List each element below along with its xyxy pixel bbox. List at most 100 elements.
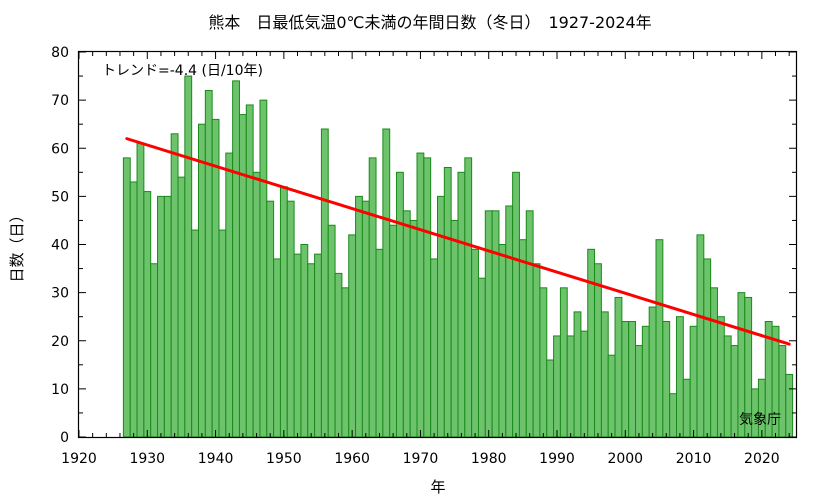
bar-1933: [163, 195, 172, 438]
bar-1995: [587, 248, 596, 438]
bar-1958: [334, 272, 343, 438]
bar-1962: [361, 200, 370, 438]
bar-1950: [279, 186, 288, 438]
bar-1947: [259, 99, 268, 438]
bar-1928: [129, 181, 138, 438]
x-tick-label-1970: 1970: [403, 451, 439, 467]
bar-1964: [375, 248, 384, 438]
bar-1943: [232, 80, 240, 438]
y-tick-label-70: 70: [51, 93, 69, 109]
trend-annotation: トレンド=-4.4 (日/10年): [102, 63, 263, 79]
bar-1982: [498, 244, 507, 438]
bar-1965: [382, 128, 391, 438]
bar-2000: [621, 321, 630, 438]
bar-1984: [512, 171, 520, 438]
x-tick-label-1930: 1930: [129, 451, 165, 467]
bar-1979: [477, 277, 486, 438]
bar-1945: [245, 104, 254, 438]
bar-1941: [218, 229, 227, 438]
bar-1949: [273, 258, 281, 438]
bar-1944: [238, 114, 247, 438]
x-axis: 1920 1930 1940 1950 1960 1970 1980 1990 2000 2010…: [61, 52, 790, 467]
y-tick-label-10: 10: [51, 382, 69, 398]
bar-1976: [457, 171, 466, 438]
bar-1961: [355, 195, 363, 438]
bar-1990: [553, 335, 561, 438]
bar-2024: [785, 373, 794, 438]
y-axis-title: 日数（日）: [8, 207, 26, 282]
bar-1953: [300, 244, 309, 438]
bar-1957: [327, 224, 336, 438]
x-tick-label-1990: 1990: [539, 451, 575, 467]
bar-1937: [191, 229, 199, 438]
bar-2009: [682, 378, 691, 438]
bar-1942: [225, 152, 234, 438]
bar-2002: [635, 345, 643, 438]
bar-2003: [641, 325, 650, 438]
bar-1960: [348, 234, 357, 438]
y-tick-label-40: 40: [51, 238, 69, 254]
bar-1985: [518, 239, 527, 438]
x-axis-title: 年: [430, 478, 445, 496]
bar-2004: [648, 306, 657, 438]
bar-2007: [669, 393, 677, 438]
x-tick-label-1950: 1950: [266, 451, 302, 467]
y-axis: 0 10 20 30 40 50 60 70 80: [51, 45, 796, 446]
bar-1981: [491, 210, 500, 438]
bar-1998: [607, 354, 616, 438]
bar-1991: [559, 287, 568, 438]
bar-1983: [505, 205, 514, 438]
bar-1952: [293, 253, 302, 438]
trend-line: [125, 137, 791, 346]
bar-1986: [525, 210, 534, 438]
bar-1963: [368, 157, 377, 438]
y-tick-label-30: 30: [51, 286, 69, 302]
x-tick-label-1960: 1960: [334, 451, 370, 467]
bar-2001: [628, 321, 637, 438]
x-tick-label-1940: 1940: [198, 451, 234, 467]
y-tick-label-60: 60: [51, 141, 69, 157]
bar-1999: [614, 296, 623, 438]
bar-2020: [757, 378, 766, 438]
bar-1970: [416, 152, 425, 438]
bar-1997: [600, 311, 609, 438]
bar-1934: [170, 133, 179, 438]
bar-1996: [594, 263, 602, 438]
bar-2015: [723, 335, 732, 438]
bar-2014: [716, 316, 725, 438]
bar-2013: [710, 287, 718, 438]
bar-1959: [341, 287, 350, 438]
bar-1992: [566, 335, 575, 438]
bar-1927: [122, 157, 131, 438]
bar-1977: [464, 157, 473, 438]
bar-1939: [204, 90, 213, 438]
bar-1987: [532, 263, 541, 438]
bar-1948: [266, 200, 275, 438]
y-tick-label-80: 80: [51, 45, 69, 61]
x-tick-label-1980: 1980: [471, 451, 507, 467]
bar-1968: [402, 210, 411, 438]
bar-1971: [423, 157, 432, 438]
bar-2006: [662, 321, 671, 438]
plot-frame: [77, 50, 798, 439]
bar-1938: [198, 123, 206, 438]
bar-1989: [546, 359, 555, 438]
bar-2011: [696, 234, 705, 438]
bar-1946: [252, 171, 261, 438]
bar-1975: [450, 219, 459, 438]
bar-2012: [703, 258, 712, 438]
bar-1966: [389, 224, 398, 438]
bar-1951: [286, 200, 295, 438]
bar-2010: [689, 325, 698, 438]
bar-1930: [143, 191, 152, 438]
bar-1956: [320, 128, 329, 438]
bar-1994: [580, 330, 589, 438]
x-tick-label-2020: 2020: [744, 451, 780, 467]
y-tick-label-20: 20: [51, 334, 69, 350]
x-tick-label-2000: 2000: [607, 451, 643, 467]
y-tick-label-50: 50: [51, 189, 69, 205]
source-label: 気象庁: [739, 412, 781, 428]
bar-1929: [136, 142, 145, 438]
chart-title: 熊本 日最低気温0℃未満の年間日数（冬日） 1927-2024年: [208, 13, 651, 32]
